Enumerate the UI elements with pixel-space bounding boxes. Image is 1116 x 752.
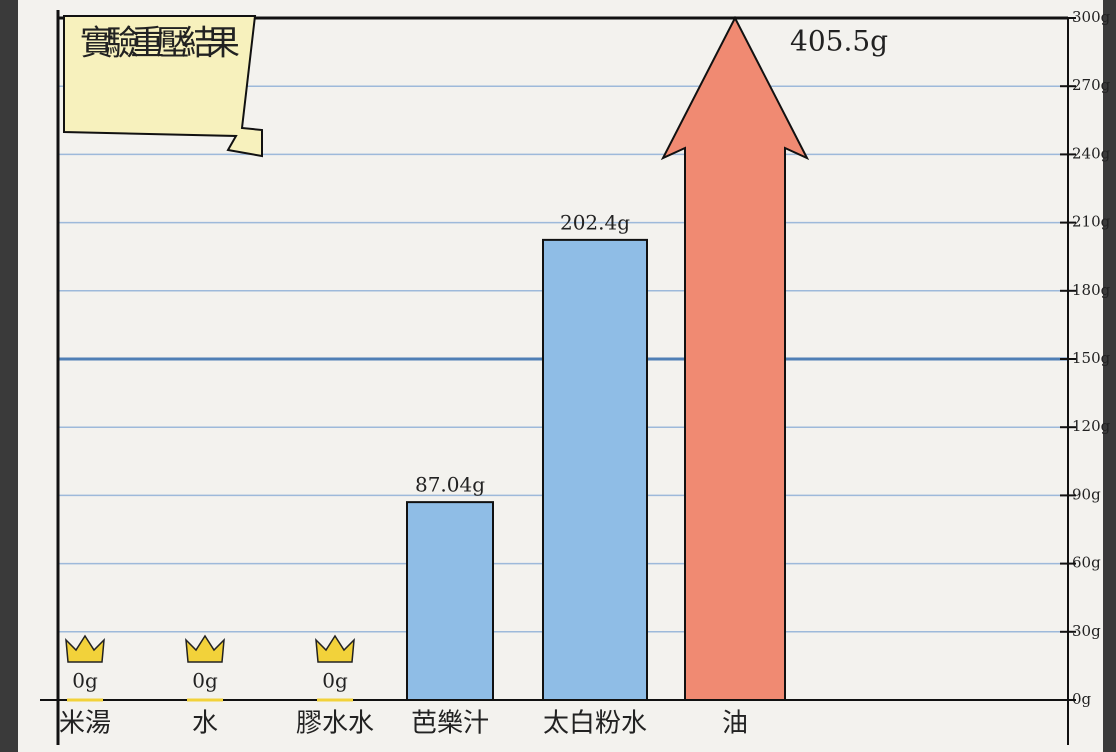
- y-tick-label: 210g: [1072, 213, 1111, 231]
- x-tick-label: 米湯: [59, 709, 111, 739]
- value-label: 0g: [72, 669, 98, 693]
- value-label: 87.04g: [415, 473, 485, 497]
- x-tick-label: 油: [722, 709, 748, 739]
- y-tick-label: 270g: [1072, 76, 1111, 94]
- y-tick-label: 300g: [1072, 8, 1111, 26]
- marks: 0g 0g 0g 87.04g 202.4g 405.5g: [65, 15, 888, 702]
- x-tick-label: 水: [192, 709, 218, 739]
- y-tick-label: 30g: [1072, 622, 1101, 640]
- value-label: 202.4g: [560, 210, 630, 234]
- y-tick-label: 150g: [1072, 349, 1111, 367]
- value-label: 405.5g: [790, 25, 888, 58]
- chart-title: 實驗重壓結果: [80, 24, 240, 64]
- crown-icon: [315, 634, 355, 663]
- value-label: 0g: [192, 669, 218, 693]
- bar: [406, 501, 494, 701]
- crown-icon: [65, 634, 105, 663]
- y-tick-label: 60g: [1072, 554, 1101, 572]
- x-tick-label: 太白粉水: [543, 709, 647, 739]
- crown-icon: [185, 634, 225, 663]
- y-tick-label: 0g: [1072, 690, 1092, 708]
- value-label: 0g: [322, 669, 348, 693]
- title-box: [63, 15, 263, 158]
- y-tick-label: 120g: [1072, 417, 1111, 435]
- arrow-bar: [660, 15, 810, 701]
- x-tick-label: 膠水水: [296, 709, 374, 739]
- y-tick-label: 180g: [1072, 281, 1111, 299]
- y-tick-label: 240g: [1072, 144, 1111, 162]
- x-tick-label: 芭樂汁: [411, 709, 489, 739]
- y-tick-label: 90g: [1072, 485, 1101, 503]
- bar: [542, 238, 648, 702]
